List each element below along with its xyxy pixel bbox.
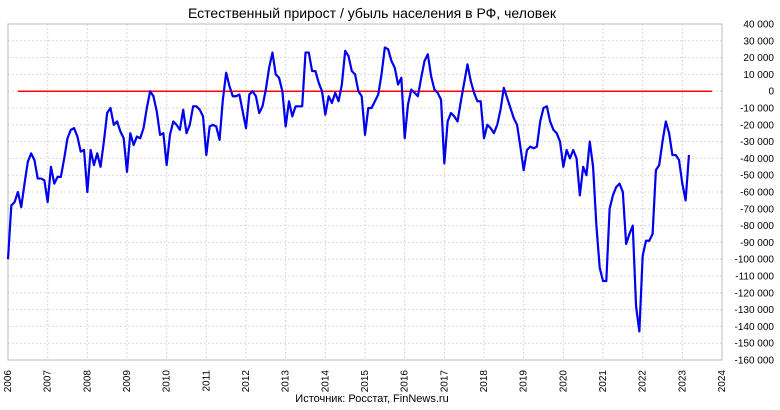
x-tick-label: 2012 [241, 370, 252, 393]
series-layer [6, 46, 691, 333]
x-tick-label: 2019 [519, 370, 530, 393]
x-tick-label: 2023 [677, 370, 688, 393]
y-tick-label: -110 000 [735, 272, 774, 283]
x-tick-label: 2024 [717, 370, 728, 393]
x-tick-label: 2007 [43, 370, 54, 393]
y-tick-label: -30 000 [740, 137, 774, 148]
y-tick-label: -100 000 [735, 255, 775, 266]
y-tick-label: -130 000 [735, 305, 775, 316]
x-tick-label: 2015 [360, 370, 371, 393]
x-tick-label: 2022 [638, 370, 649, 393]
y-tick-label: 40 000 [743, 20, 774, 31]
y-tick-label: 30 000 [743, 36, 774, 47]
x-tick-label: 2009 [122, 370, 133, 393]
y-tick-label: -40 000 [740, 154, 774, 165]
x-tick-label: 2020 [558, 370, 569, 393]
series-line [6, 46, 691, 333]
y-tick-label: -90 000 [740, 238, 774, 249]
plot-frame [7, 23, 723, 361]
x-tick-label: 2010 [162, 370, 173, 393]
y-tick-label: -140 000 [735, 322, 775, 333]
y-tick-label: -50 000 [740, 171, 774, 182]
y-tick-label: -120 000 [735, 288, 775, 299]
y-tick-label: -10 000 [740, 104, 774, 115]
y-tick-label: -70 000 [740, 204, 774, 215]
y-axis-ticks: 40 000 30 000 20 000 10 000 0 -10 000 -20 000 -… [735, 20, 775, 367]
y-tick-label: -20 000 [740, 120, 774, 131]
y-tick-label: -160 000 [735, 356, 775, 367]
x-tick-label: 2008 [82, 370, 93, 393]
x-tick-label: 2016 [400, 370, 411, 393]
chart-title: Естественный прирост / убыль населения в… [188, 5, 557, 21]
x-tick-label: 2014 [320, 370, 331, 393]
y-tick-label: 0 [768, 87, 774, 98]
y-tick-label: 10 000 [743, 70, 774, 81]
x-tick-label: 2018 [479, 370, 490, 393]
y-tick-label: -80 000 [740, 221, 774, 232]
x-tick-label: 2017 [439, 370, 450, 393]
x-tick-label: 2006 [3, 370, 14, 393]
y-tick-label: -150 000 [735, 339, 775, 350]
source-note: Источник: Росстат, FinNews.ru [295, 393, 448, 405]
y-tick-label: -60 000 [740, 188, 774, 199]
x-tick-label: 2013 [281, 370, 292, 393]
x-tick-label: 2011 [201, 370, 212, 392]
x-tick-label: 2021 [598, 370, 609, 393]
y-tick-label: 20 000 [743, 53, 774, 64]
x-axis-ticks: 2006 2007 2008 2009 2010 2011 2012 2013 2014 2015… [3, 370, 728, 393]
